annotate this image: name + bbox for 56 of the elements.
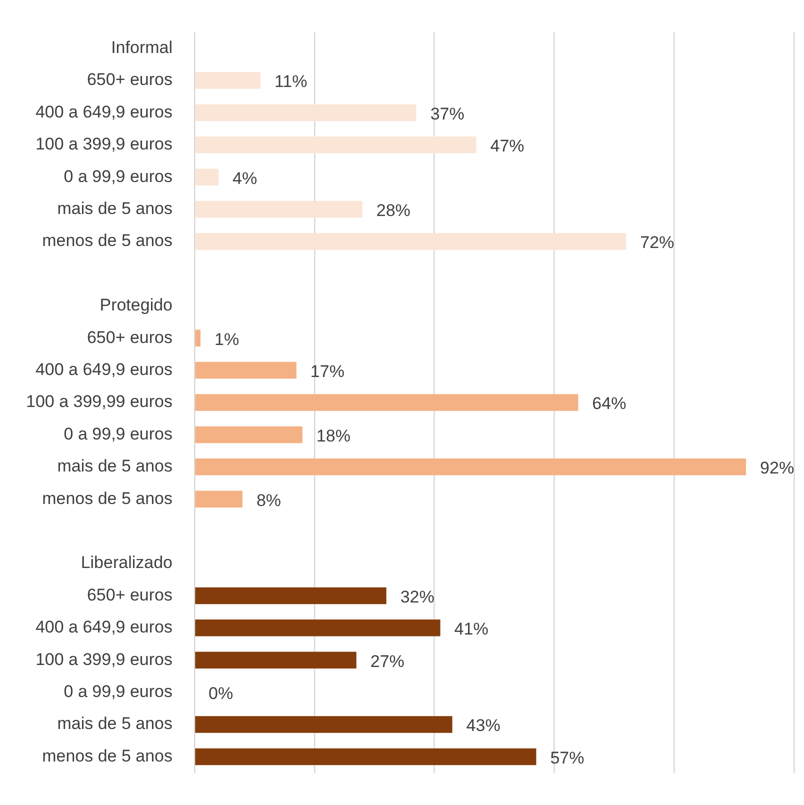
data-label: 57% [550, 748, 584, 768]
bar [195, 168, 218, 186]
y-tick-label: Liberalizado [80, 553, 173, 572]
bar [195, 716, 452, 733]
y-tick-label: mais de 5 anos [57, 198, 173, 218]
y-tick-label: 400 a 649,9 euros [35, 102, 173, 122]
data-label: 28% [376, 200, 410, 220]
y-tick-label: menos de 5 anos [42, 488, 173, 508]
data-label: 4% [232, 168, 258, 188]
y-tick-label: Protegido [100, 296, 173, 315]
bar [195, 490, 242, 508]
data-label: 11% [274, 72, 308, 92]
data-label: 1% [214, 330, 240, 349]
data-label: 0% [208, 684, 234, 703]
y-tick-label: 0 a 99,9 euros [64, 682, 173, 701]
data-label: 32% [400, 587, 434, 606]
y-tick-label: 400 a 649,9 euros [35, 360, 173, 379]
bar [195, 458, 746, 476]
y-tick-label: 650+ euros [86, 585, 173, 604]
y-tick-label: mais de 5 anos [57, 714, 173, 734]
data-label: 27% [370, 652, 404, 671]
y-tick-label: Informal [111, 38, 173, 57]
bar [195, 620, 440, 636]
bar [195, 136, 476, 154]
data-label: 8% [256, 490, 282, 510]
data-label: 43% [466, 716, 500, 736]
y-tick-label: 650+ euros [86, 328, 173, 347]
y-tick-label: 650+ euros [86, 70, 173, 90]
y-tick-label: 100 a 399,99 euros [26, 392, 173, 412]
bar [195, 587, 386, 604]
data-label: 41% [454, 620, 488, 639]
data-label: 72% [640, 233, 674, 252]
y-tick-label: 100 a 399,9 euros [35, 134, 173, 154]
bar [195, 426, 302, 444]
y-tick-label: 0 a 99,9 euros [64, 166, 173, 186]
bar [195, 233, 626, 250]
data-label: 47% [490, 136, 524, 156]
bar [195, 394, 578, 411]
data-label: 17% [310, 362, 344, 381]
data-label: 18% [316, 426, 350, 446]
bar [195, 72, 260, 89]
y-tick-label: 100 a 399,9 euros [35, 650, 173, 669]
y-tick-label: menos de 5 anos [42, 231, 173, 250]
y-tick-label: 0 a 99,9 euros [64, 424, 173, 444]
bar [195, 104, 416, 122]
bar [195, 330, 201, 346]
y-tick-label: mais de 5 anos [57, 456, 173, 476]
y-tick-label: 400 a 649,9 euros [35, 618, 173, 637]
data-label: 37% [430, 104, 464, 124]
data-label: 64% [592, 394, 626, 414]
bar [195, 362, 296, 379]
bar [195, 652, 356, 668]
bar [195, 200, 362, 218]
y-tick-label: menos de 5 anos [42, 746, 173, 766]
data-label: 92% [760, 458, 794, 478]
bar [195, 748, 536, 766]
